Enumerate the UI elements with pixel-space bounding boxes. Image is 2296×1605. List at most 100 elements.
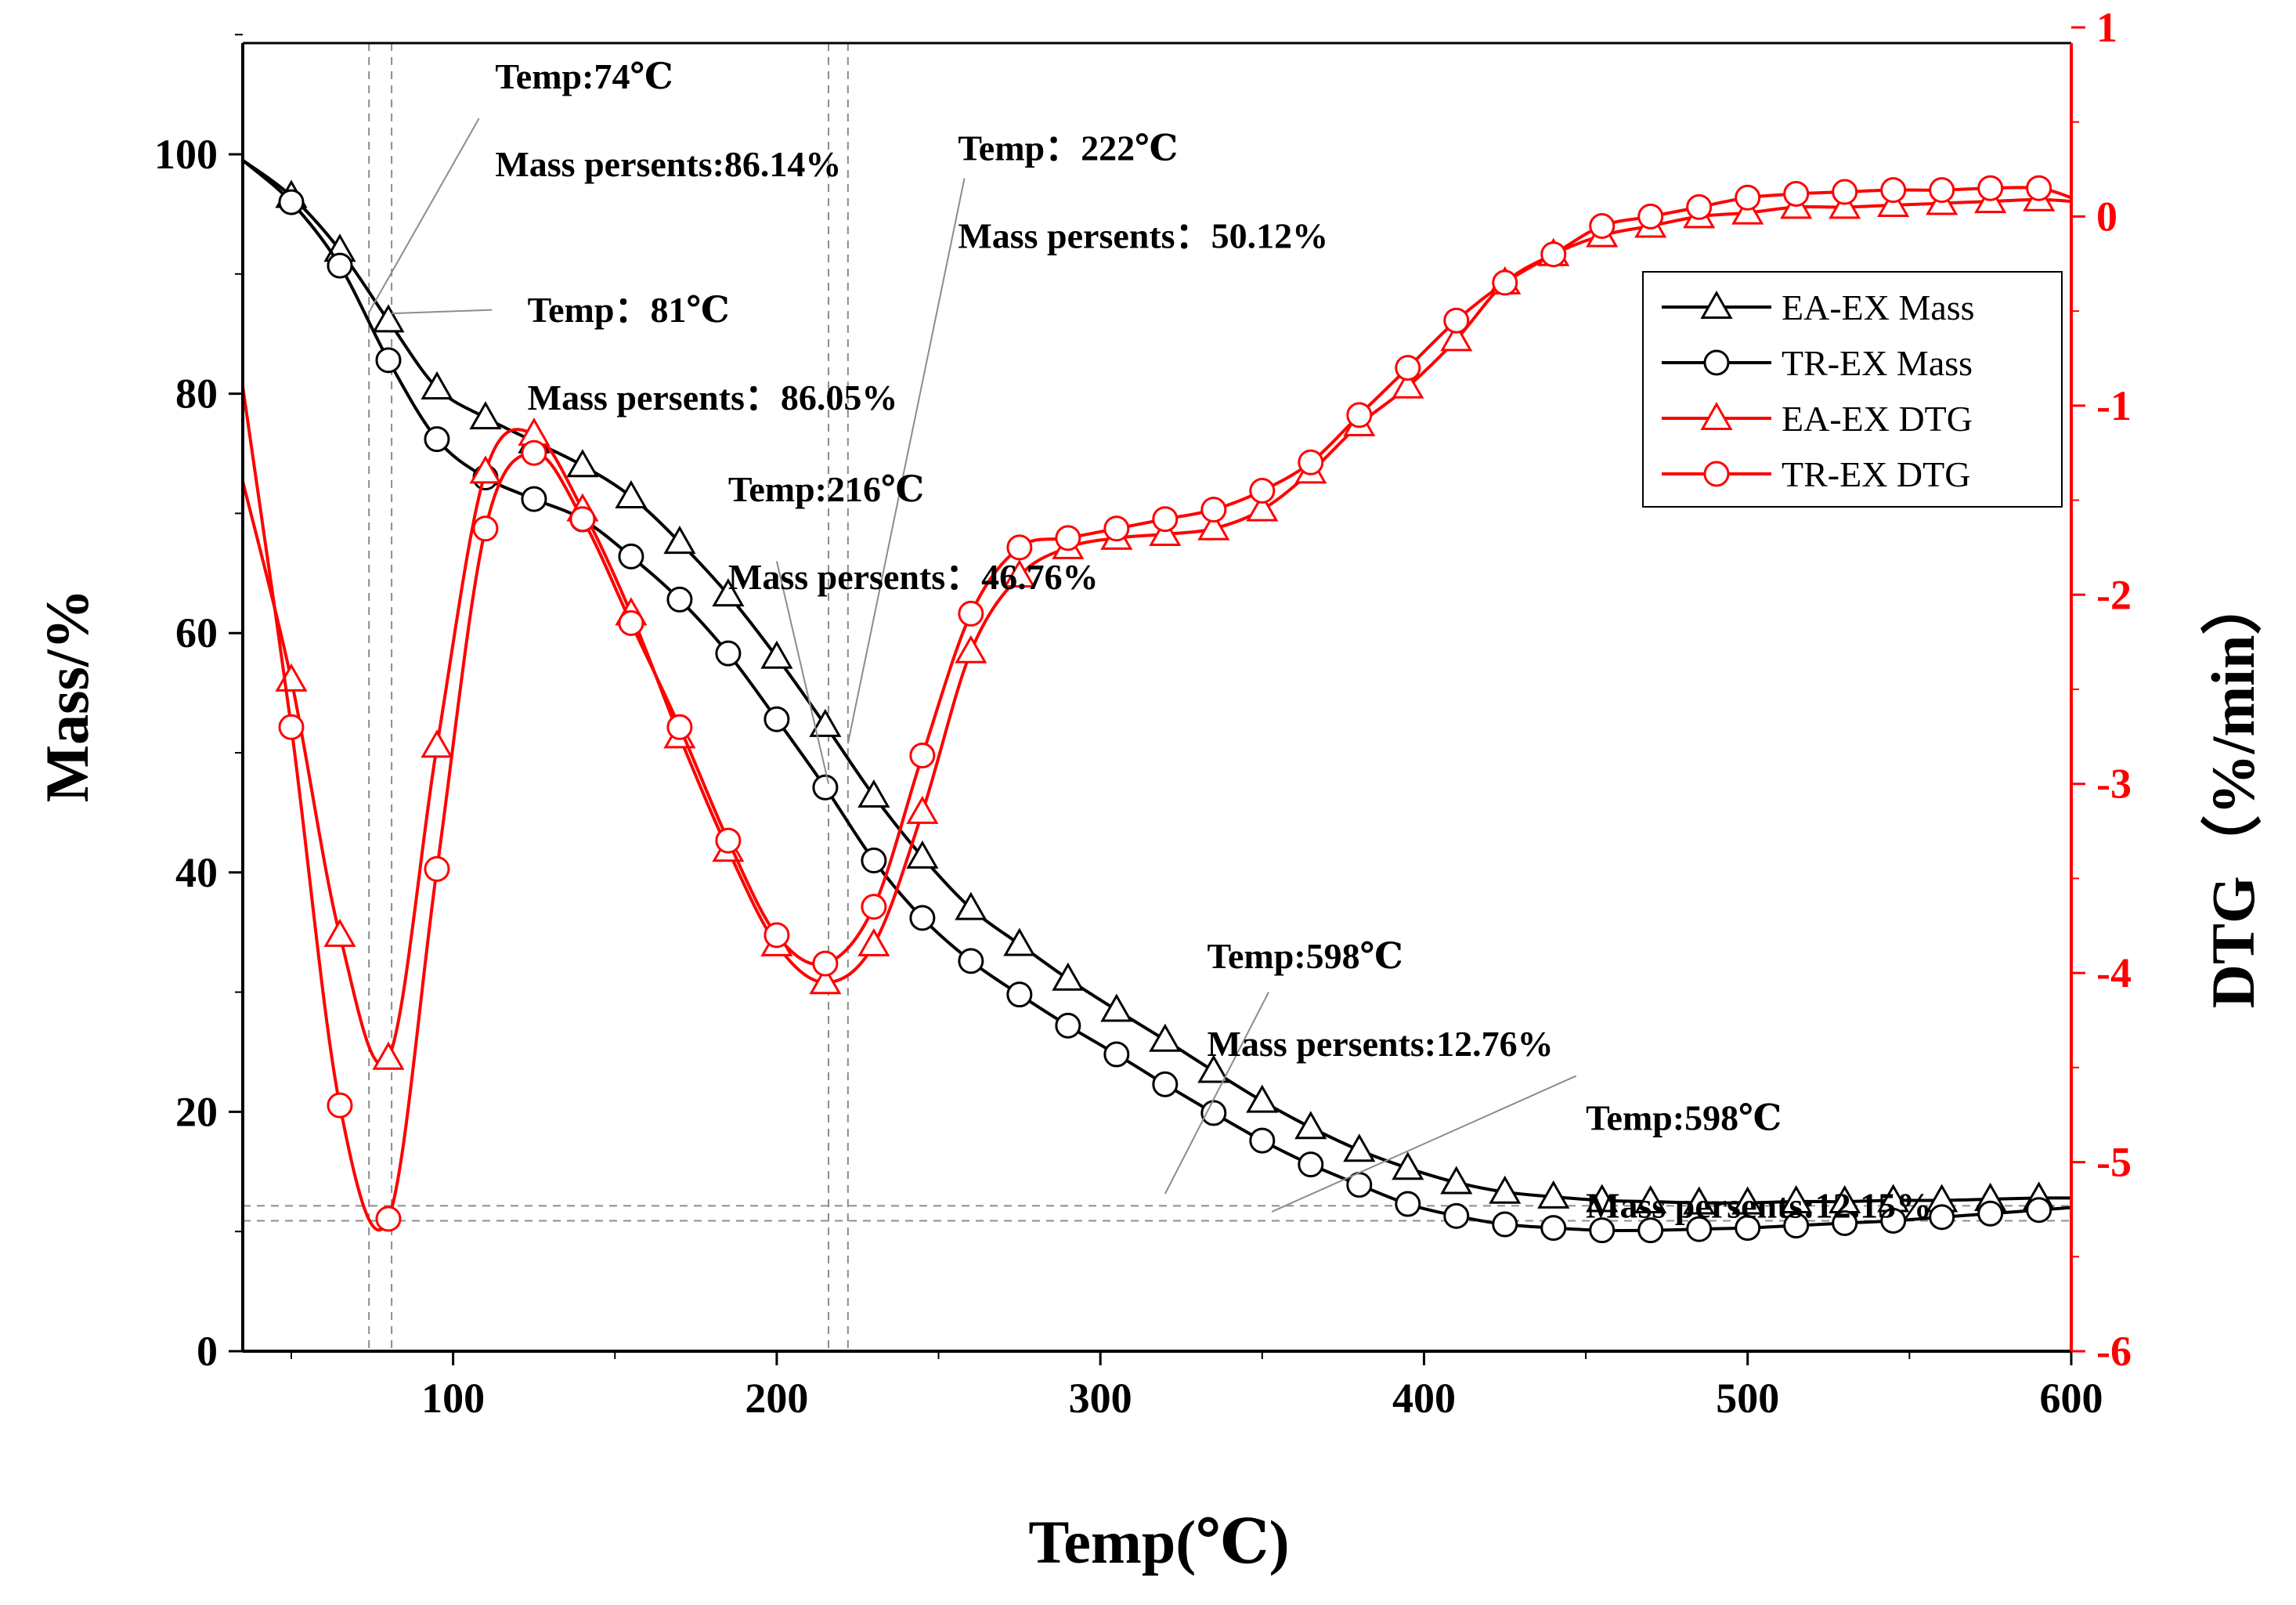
data-point (1977, 1200, 2004, 1227)
data-point (1783, 180, 1810, 207)
data-point (1200, 497, 1227, 523)
data-point (275, 663, 308, 692)
data-point (1832, 1210, 1858, 1237)
annotation-temp: Temp:216℃ (728, 469, 924, 509)
annotation-leader-line (392, 309, 493, 315)
data-point (1443, 1202, 1470, 1229)
data-point (472, 515, 499, 542)
data-point (1735, 1215, 1761, 1242)
data-point (906, 840, 939, 869)
data-point (1589, 213, 1616, 239)
data-point (1880, 177, 1907, 204)
x-tick-label: 600 (2040, 1375, 2103, 1422)
annotation-mass: Mass persents:86.14% (495, 144, 841, 184)
data-point (1055, 1012, 1081, 1039)
data-point (521, 486, 547, 512)
data-point (372, 304, 405, 333)
data-point (323, 918, 356, 947)
data-point (760, 640, 793, 669)
annotation-mass: Mass persents:12.76% (1208, 1024, 1554, 1064)
data-point (1249, 478, 1276, 504)
data-point (909, 905, 936, 931)
data-point (1880, 1207, 1907, 1234)
series-ea-ex-mass (241, 159, 2072, 1215)
legend-marker (1700, 290, 1733, 319)
axis-ticks: 100 200 300 400 500 600 0 20 40 60 80 100 -6 -5 -4 -3 -2… (154, 4, 2132, 1422)
data-point (566, 449, 599, 478)
data-point (1003, 927, 1036, 956)
data-point (1637, 203, 1664, 230)
y2-tick-label: -2 (2096, 571, 2132, 618)
data-point (521, 439, 547, 466)
data-point (1103, 515, 1130, 542)
annotation-leader-line (1271, 1075, 1577, 1213)
data-point (421, 729, 453, 758)
y-tick-label: 40 (175, 849, 218, 896)
data-point (424, 426, 450, 453)
data-point (2026, 175, 2052, 201)
data-point (1294, 1111, 1327, 1140)
data-point (615, 479, 648, 509)
data-point (1440, 323, 1473, 352)
data-point (1152, 506, 1179, 533)
data-point (764, 706, 790, 732)
annotation-leader-line (1164, 992, 1269, 1195)
y-tick-label: 100 (154, 131, 218, 178)
data-point (809, 708, 842, 737)
data-point (955, 891, 987, 920)
data-point (327, 1092, 353, 1119)
data-point (1492, 269, 1518, 296)
data-point (1443, 307, 1470, 334)
data-point (1197, 1054, 1230, 1083)
data-point (1686, 193, 1713, 220)
data-point (1149, 518, 1182, 547)
data-point (666, 586, 693, 613)
data-point (1735, 184, 1761, 211)
data-point (809, 966, 842, 995)
data-point (1828, 190, 1861, 219)
data-point (2026, 1197, 2052, 1224)
legend-marker (1700, 401, 1733, 430)
y2-tick-label: -6 (2096, 1328, 2132, 1375)
annotation-leader-line (775, 561, 830, 784)
annotation-mass: Mass persents：86.05% (528, 378, 898, 418)
data-point (1392, 370, 1424, 399)
data-point (372, 1041, 405, 1070)
legend-marker (1703, 461, 1730, 487)
annotation-leader-line (847, 178, 966, 744)
data-point (1537, 1180, 1570, 1209)
data-point (1489, 1175, 1522, 1204)
data-point (1395, 1191, 1421, 1217)
data-point (1683, 1186, 1716, 1215)
legend-label: EA-EX Mass (1782, 287, 1975, 327)
data-point (1832, 179, 1858, 205)
data-point (1877, 188, 1910, 217)
x-tick-label: 200 (745, 1375, 808, 1422)
data-point (1780, 1184, 1813, 1213)
data-point (1637, 1217, 1664, 1244)
data-point (812, 774, 839, 801)
annotation-temp: Temp：222℃ (958, 128, 1178, 168)
data-point (666, 714, 693, 740)
y-tick-label: 0 (197, 1328, 218, 1375)
data-point (1589, 1217, 1616, 1244)
y2-axis-title: DTG（%/min） (2199, 574, 2267, 1009)
annotation-temp: Temp：81℃ (528, 290, 730, 330)
data-point (278, 714, 305, 740)
data-point (1149, 1023, 1182, 1052)
y2-tick-label: -1 (2096, 382, 2132, 429)
data-point (1540, 1215, 1567, 1242)
legend: EA-EX Mass TR-EX Mass EA-EX DTG TR-EX DTG (1642, 271, 2063, 508)
annotations: Temp:74℃ Mass persents:86.14% Temp：222℃ Mas… (495, 56, 1932, 1225)
data-point (715, 827, 742, 854)
legend-label: TR-EX DTG (1782, 454, 1970, 494)
y2-tick-label: -3 (2096, 761, 2132, 808)
data-point (1395, 355, 1421, 381)
data-point (857, 927, 890, 956)
x-tick-label: 300 (1069, 1375, 1132, 1422)
data-point (715, 640, 742, 667)
data-point (1686, 1216, 1713, 1242)
data-point (712, 578, 745, 607)
data-point (955, 634, 987, 663)
data-point (278, 189, 305, 215)
